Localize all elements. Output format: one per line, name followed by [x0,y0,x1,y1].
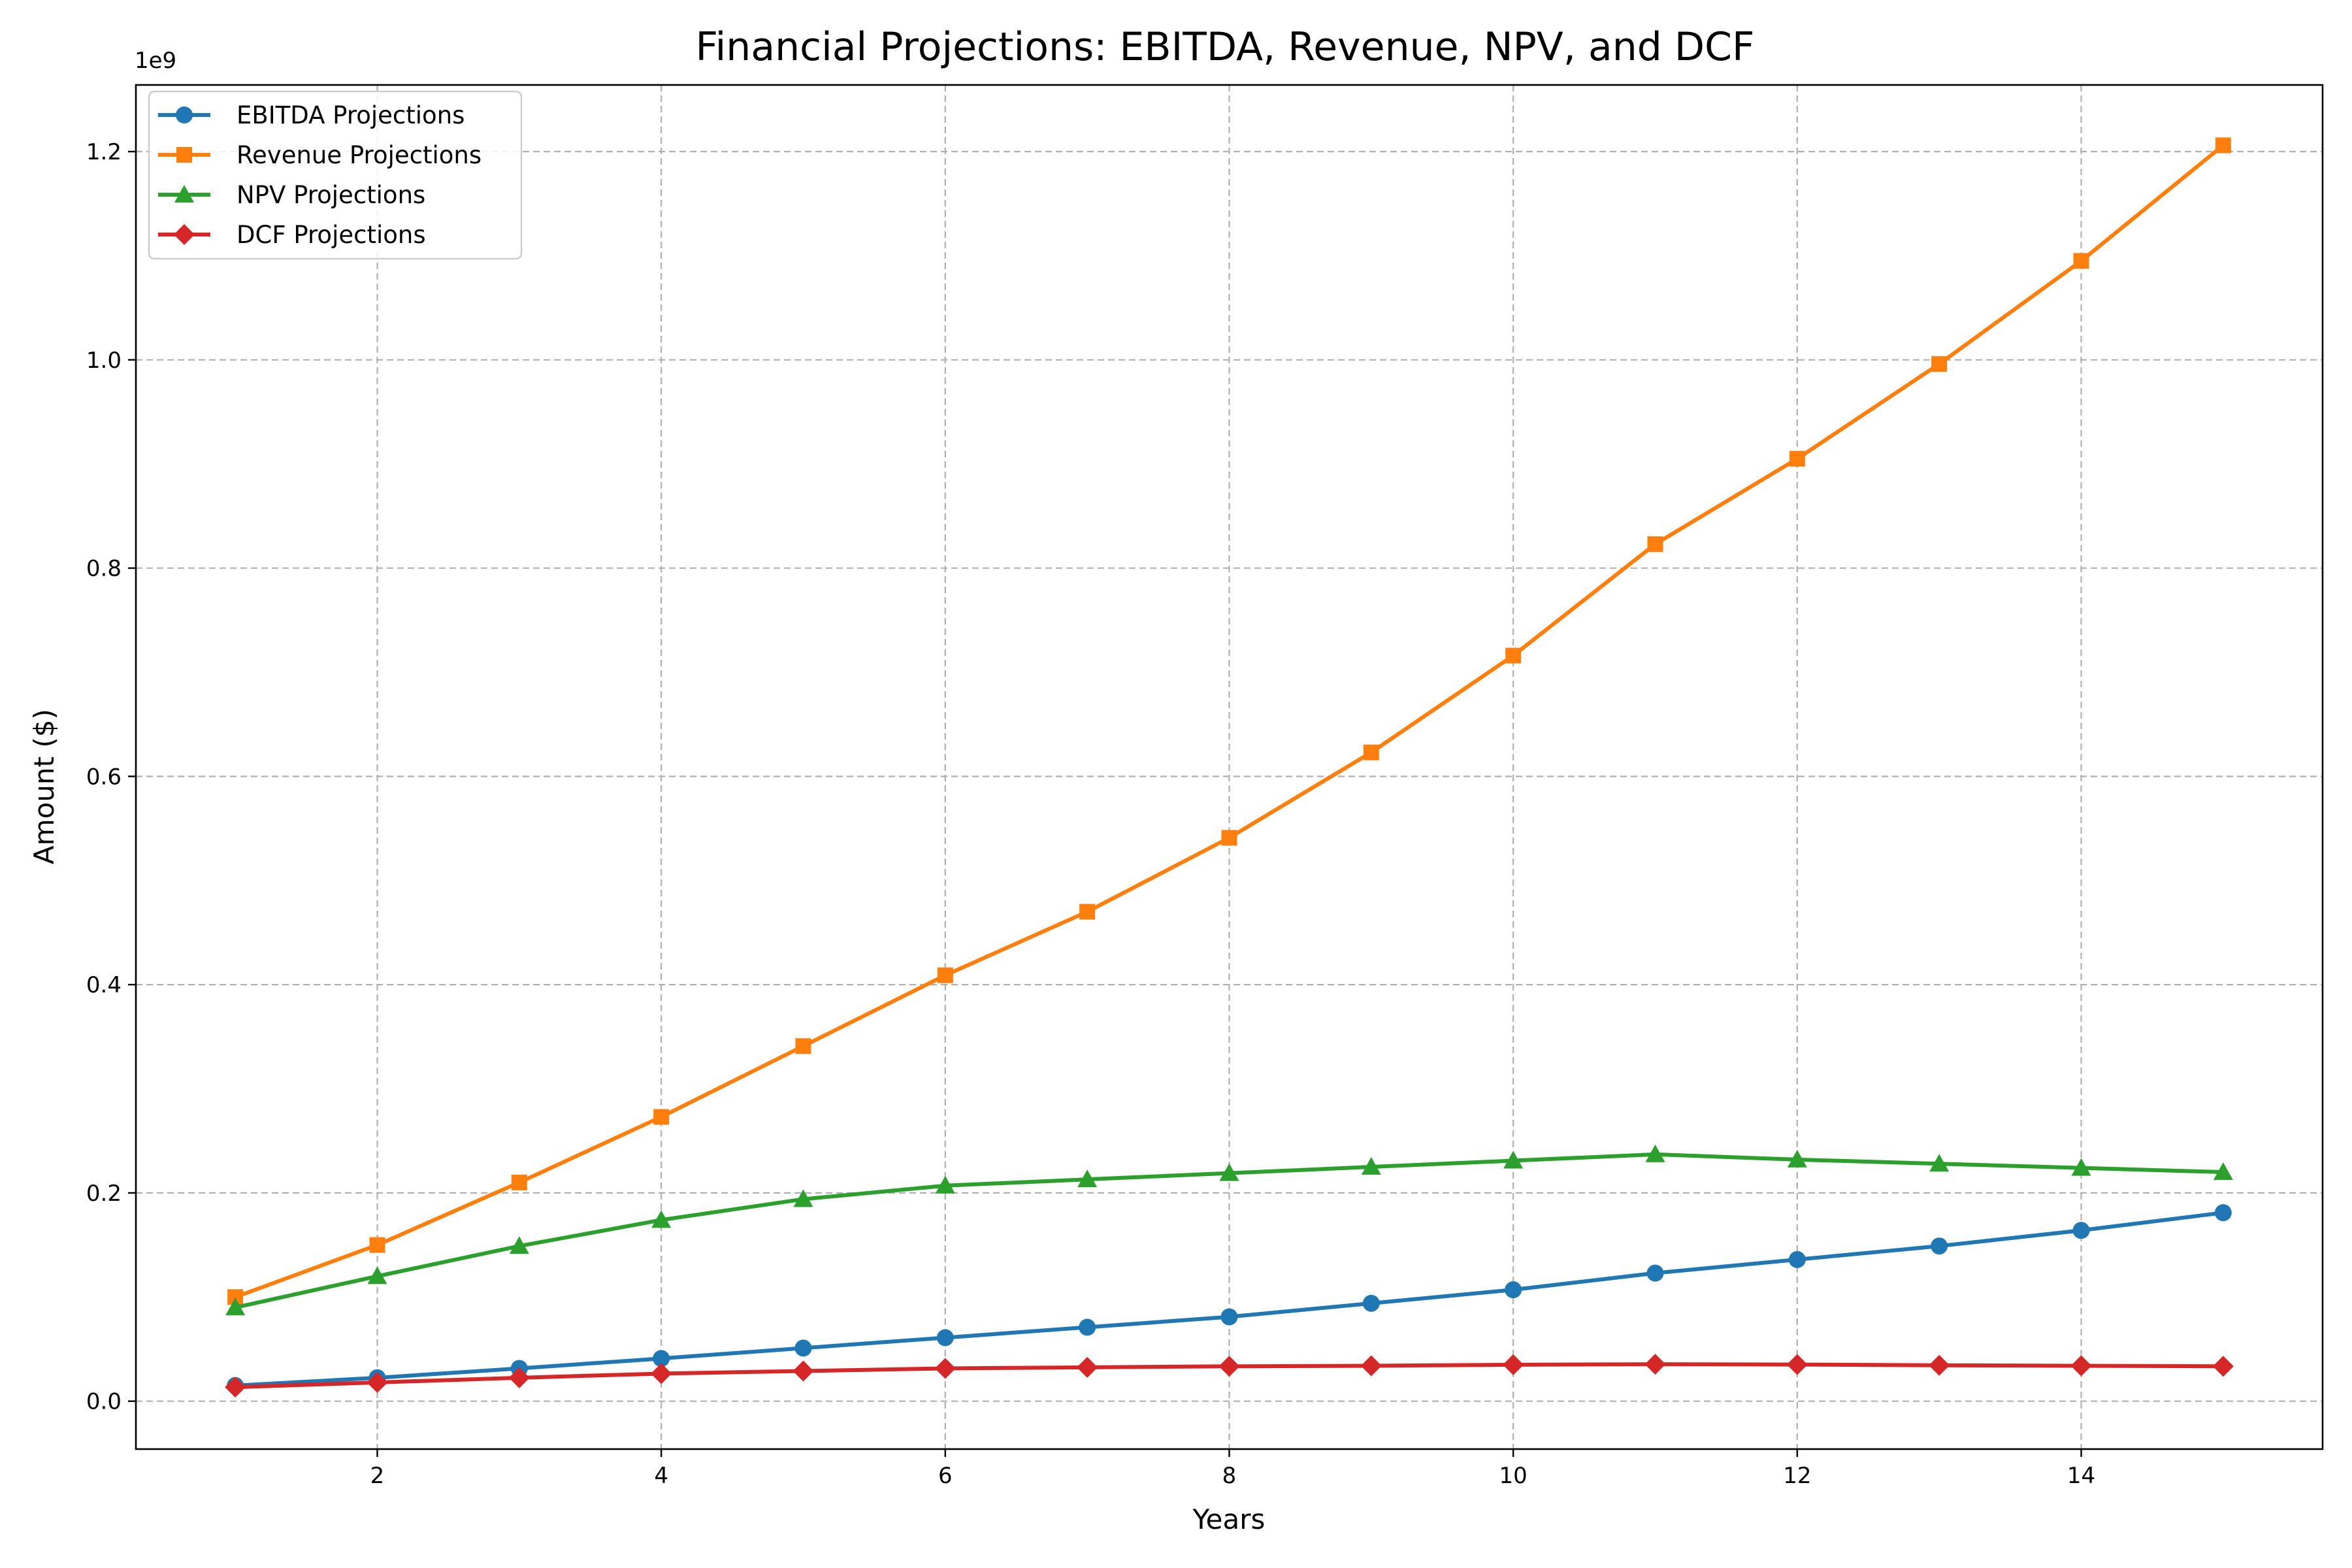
data-point-npv-projections [2213,1162,2233,1181]
data-point-ebitda-projections [1505,1281,1522,1299]
legend-item-dcf-projections: DCF Projections [158,221,426,249]
data-point-revenue-projections [1363,744,1379,760]
data-point-npv-projections [509,1236,529,1254]
data-point-ebitda-projections [1646,1264,1664,1282]
legend-label: EBITDA Projections [237,101,465,129]
y-axis-scale-label: 1e9 [135,48,176,74]
series-npv-projections [225,1144,2233,1316]
data-point-dcf-projections [2212,1356,2234,1377]
data-point-dcf-projections [225,1377,246,1398]
data-point-ebitda-projections [936,1329,954,1347]
data-point-ebitda-projections [1220,1308,1238,1326]
y-tick-label: 1.2 [86,139,122,165]
data-point-revenue-projections [369,1237,385,1253]
y-tick-label: 0.6 [86,764,122,790]
legend-label: NPV Projections [237,181,425,209]
data-point-revenue-projections [2215,137,2231,154]
data-point-revenue-projections [1221,830,1237,846]
legend-item-revenue-projections: Revenue Projections [158,141,482,169]
data-point-revenue-projections [511,1174,527,1190]
data-point-ebitda-projections [2214,1204,2232,1222]
data-point-revenue-projections [1789,451,1805,467]
data-point-dcf-projections [1644,1354,1666,1375]
legend-marker [176,147,192,163]
data-point-ebitda-projections [1079,1318,1096,1336]
data-point-revenue-projections [2073,253,2089,269]
data-point-npv-projections [2071,1158,2091,1176]
x-tick-label: 12 [1783,1463,1811,1489]
legend-label: Revenue Projections [237,141,482,169]
legend-marker [174,185,194,203]
y-tick-label: 0.0 [86,1389,122,1415]
data-point-revenue-projections [1079,904,1096,920]
data-point-ebitda-projections [2072,1222,2090,1239]
data-point-dcf-projections [367,1371,388,1393]
data-point-dcf-projections [934,1358,956,1379]
legend-box [148,90,523,260]
y-tick-label: 1.0 [86,348,122,374]
y-axis-title: Amount ($) [28,709,60,864]
data-point-npv-projections [1787,1149,1807,1168]
series-layer [225,137,2234,1398]
legend-marker [176,106,193,123]
legend: EBITDA Projections Revenue Projections NPV… [148,90,523,260]
data-point-dcf-projections [1218,1356,1240,1377]
data-point-dcf-projections [1077,1356,1098,1378]
x-tick-label: 10 [1499,1463,1527,1489]
data-point-npv-projections [367,1266,387,1284]
series-dcf-projections [225,1354,2234,1398]
y-tick-label: 0.4 [86,972,122,998]
data-point-revenue-projections [653,1109,670,1125]
data-point-revenue-projections [1647,536,1663,552]
data-point-npv-projections [1361,1157,1381,1175]
data-point-npv-projections [225,1298,246,1316]
data-point-ebitda-projections [653,1350,670,1367]
data-point-revenue-projections [1505,647,1522,664]
y-tick-label: 0.8 [86,556,122,582]
data-point-npv-projections [1219,1163,1239,1181]
legend-item-ebitda-projections: EBITDA Projections [158,101,465,129]
x-axis-title: Years [1192,1503,1266,1535]
x-tick-label: 2 [370,1463,385,1489]
data-point-revenue-projections [1931,356,1948,372]
data-point-ebitda-projections [794,1339,812,1357]
data-point-dcf-projections [792,1360,814,1382]
data-point-dcf-projections [1503,1354,1524,1375]
data-point-dcf-projections [1360,1355,1382,1377]
data-point-npv-projections [1503,1151,1524,1169]
data-point-npv-projections [935,1175,955,1194]
data-point-npv-projections [1929,1154,1950,1172]
x-tick-label: 8 [1222,1463,1237,1489]
data-point-dcf-projections [651,1363,672,1384]
data-point-dcf-projections [1929,1354,1950,1376]
data-point-ebitda-projections [1931,1237,1948,1255]
data-point-npv-projections [1645,1144,1665,1162]
data-point-dcf-projections [1786,1354,1808,1375]
data-point-npv-projections [793,1189,813,1207]
y-tick-label: 0.2 [86,1181,122,1207]
data-point-dcf-projections [508,1367,530,1388]
data-point-npv-projections [651,1210,672,1228]
data-point-ebitda-projections [1362,1294,1380,1312]
data-point-dcf-projections [2070,1355,2092,1377]
x-tick-label: 4 [654,1463,668,1489]
grid [136,85,2323,1449]
data-point-revenue-projections [937,967,953,983]
data-point-ebitda-projections [1788,1250,1806,1268]
x-tick-label: 6 [938,1463,953,1489]
legend-label: DCF Projections [237,221,426,249]
data-point-revenue-projections [795,1038,811,1054]
chart-title: Financial Projections: EBITDA, Revenue, … [695,24,1754,70]
data-point-npv-projections [1077,1169,1098,1188]
legend-marker [174,224,195,245]
x-tick-label: 14 [2067,1463,2095,1489]
legend-item-npv-projections: NPV Projections [158,181,425,209]
axis-ticks: 2 4 6 8 10 12 14 0.0 0.2 0.4 0.6 0.8 1.0 1.2 [86,139,2095,1489]
